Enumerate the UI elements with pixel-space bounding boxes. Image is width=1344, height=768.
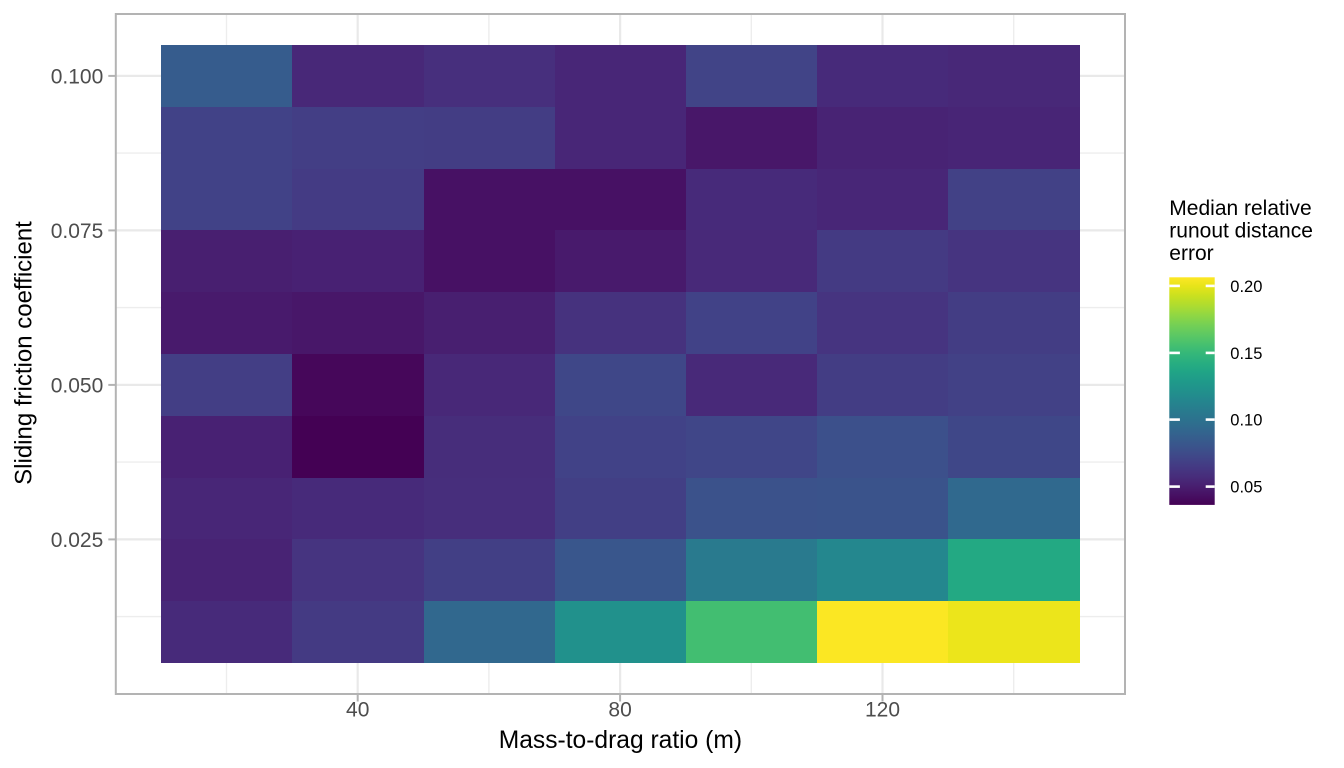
svg-text:0.075: 0.075 — [51, 220, 104, 243]
svg-text:Sliding friction coefficient: Sliding friction coefficient — [11, 221, 38, 485]
svg-text:0.025: 0.025 — [51, 529, 104, 552]
svg-text:error: error — [1169, 242, 1213, 265]
svg-text:0.05: 0.05 — [1230, 479, 1262, 497]
svg-text:Mass-to-drag ratio (m): Mass-to-drag ratio (m) — [499, 727, 742, 754]
svg-text:80: 80 — [608, 699, 631, 722]
svg-text:0.15: 0.15 — [1230, 345, 1262, 363]
svg-text:0.20: 0.20 — [1230, 278, 1262, 296]
svg-text:40: 40 — [346, 699, 369, 722]
svg-text:runout distance: runout distance — [1169, 219, 1313, 242]
svg-text:Median relative: Median relative — [1169, 197, 1311, 220]
svg-text:0.100: 0.100 — [51, 65, 104, 88]
svg-text:0.10: 0.10 — [1230, 412, 1262, 430]
svg-text:0.050: 0.050 — [51, 374, 104, 397]
svg-text:120: 120 — [865, 699, 900, 722]
